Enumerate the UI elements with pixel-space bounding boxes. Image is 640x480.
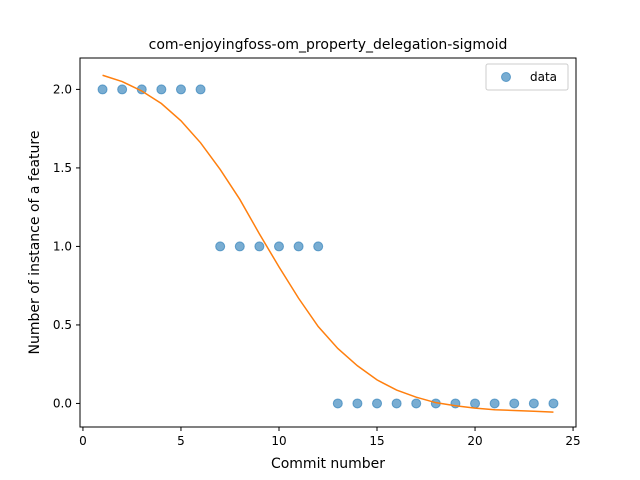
x-axis-ticks: 0 5 10 15 20 25 xyxy=(79,427,581,448)
x-tick-label: 5 xyxy=(177,434,185,448)
data-point xyxy=(293,241,304,252)
x-axis-label: Commit number xyxy=(271,456,385,472)
data-point xyxy=(234,241,245,252)
data-point xyxy=(117,84,128,95)
data-point xyxy=(273,241,284,252)
y-axis-label: Number of instance of a feature xyxy=(27,131,43,355)
data-point xyxy=(175,84,186,95)
y-tick-label: 1.5 xyxy=(53,161,72,175)
legend-marker-data xyxy=(501,72,511,82)
data-point xyxy=(254,241,265,252)
data-point xyxy=(509,398,520,409)
x-tick-label: 10 xyxy=(271,434,286,448)
legend: data xyxy=(485,63,569,91)
data-point xyxy=(97,84,108,95)
axes-frame xyxy=(79,57,577,428)
data-point xyxy=(332,398,343,409)
data-point xyxy=(411,398,422,409)
x-tick-label: 20 xyxy=(467,434,482,448)
x-tick-label: 15 xyxy=(369,434,384,448)
data-point xyxy=(470,398,481,409)
data-point xyxy=(156,84,167,95)
data-point xyxy=(391,398,402,409)
y-tick-label: 0.5 xyxy=(53,318,72,332)
data-point xyxy=(489,398,500,409)
y-tick-label: 1.0 xyxy=(53,239,72,253)
x-tick-label: 25 xyxy=(565,434,580,448)
series-layer xyxy=(97,74,559,413)
legend-box xyxy=(485,63,569,91)
sigmoid-fit-line xyxy=(102,74,554,413)
data-point xyxy=(313,241,324,252)
x-tick-label: 0 xyxy=(79,434,87,448)
legend-label-data: data xyxy=(530,70,557,84)
data-point xyxy=(528,398,539,409)
data-point xyxy=(548,398,559,409)
data-point xyxy=(195,84,206,95)
chart-title: com-enjoyingfoss-om_property_delegation-… xyxy=(149,37,508,53)
data-point xyxy=(352,398,363,409)
y-tick-label: 0.0 xyxy=(53,396,72,410)
y-tick-label: 2.0 xyxy=(53,82,72,96)
data-point xyxy=(215,241,226,252)
data-point xyxy=(372,398,383,409)
y-axis-ticks: 0.0 0.5 1.0 1.5 2.0 xyxy=(53,82,80,410)
